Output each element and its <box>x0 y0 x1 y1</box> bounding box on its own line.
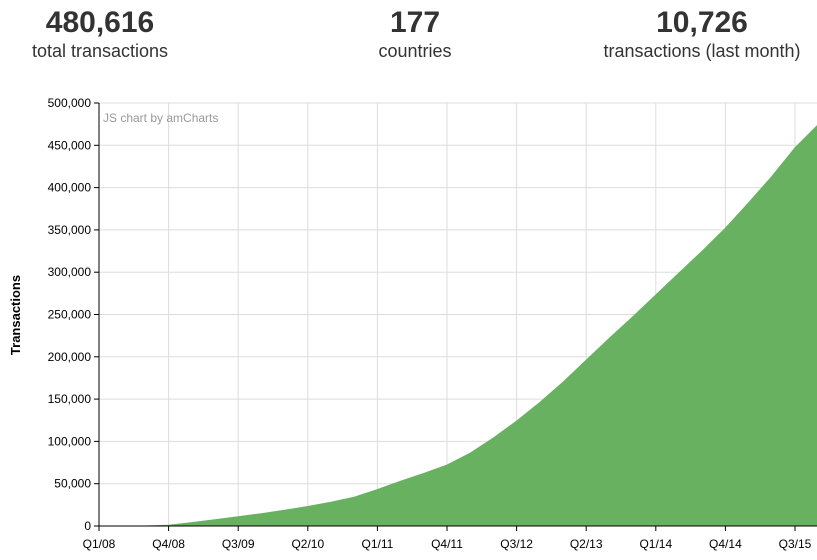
y-tick-label: 300,000 <box>48 265 92 279</box>
chart-axes <box>94 102 817 531</box>
y-axis-title: Transactions <box>8 275 23 355</box>
data-point <box>491 436 495 440</box>
stat-total-transactions: 480,616 total transactions <box>12 6 188 62</box>
stat-label: total transactions <box>31 41 169 61</box>
data-point <box>561 380 565 384</box>
chart-grid <box>99 102 817 527</box>
transactions-area-chart: 0 50,000 100,000 150,000 200,000 250,000 300,0… <box>8 96 817 551</box>
data-point <box>631 315 635 319</box>
data-point <box>793 146 797 150</box>
data-point <box>375 488 379 492</box>
data-point <box>584 358 588 362</box>
data-point <box>445 463 449 467</box>
stat-countries: 177 countries <box>340 6 490 62</box>
x-tick-label: Q4/08 <box>152 537 185 551</box>
stat-last-month: 10,726 transactions (last month) <box>590 6 814 62</box>
data-point <box>399 479 403 483</box>
y-tick-label: 500,000 <box>48 96 92 110</box>
area-series <box>99 125 817 527</box>
stat-label: countries <box>378 41 452 61</box>
data-point <box>213 518 217 522</box>
stat-value: 10,726 <box>656 6 748 39</box>
y-tick-label: 250,000 <box>48 308 92 322</box>
data-point <box>677 271 681 275</box>
x-tick-label: Q2/13 <box>570 537 603 551</box>
x-tick-label: Q4/11 <box>431 537 463 551</box>
data-point <box>329 500 333 504</box>
summary-stats: 480,616 total transactions 177 countries… <box>0 0 817 80</box>
data-point <box>723 226 727 230</box>
x-tick-label: Q4/14 <box>709 537 742 551</box>
x-tick-label: Q3/09 <box>222 537 255 551</box>
data-point <box>607 336 611 340</box>
data-point <box>259 512 263 516</box>
stat-value: 177 <box>389 6 441 39</box>
data-point <box>468 451 472 455</box>
data-point <box>515 419 519 423</box>
stat-value: 480,616 <box>45 6 155 39</box>
x-tick-label: Q1/11 <box>361 537 393 551</box>
data-point <box>700 249 704 253</box>
chart-credit[interactable]: JS chart by amCharts <box>103 111 218 125</box>
y-tick-label: 50,000 <box>54 477 91 491</box>
data-point <box>422 472 426 476</box>
y-tick-label: 200,000 <box>48 350 92 364</box>
data-point <box>654 293 658 297</box>
y-tick-label: 450,000 <box>48 138 92 152</box>
y-tick-label: 0 <box>84 519 91 533</box>
y-tick-label: 400,000 <box>48 181 92 195</box>
y-tick-label: 100,000 <box>48 434 92 448</box>
data-point <box>770 175 774 179</box>
data-point <box>538 401 542 405</box>
x-tick-label: Q2/10 <box>291 537 324 551</box>
y-tick-label: 350,000 <box>48 223 92 237</box>
tick-labels: 0 50,000 100,000 150,000 200,000 250,000 300,0… <box>48 96 812 551</box>
x-tick-label: Q3/12 <box>500 537 533 551</box>
y-tick-label: 150,000 <box>48 392 92 406</box>
transactions-area <box>99 125 817 527</box>
data-point <box>190 521 194 525</box>
data-point <box>236 515 240 519</box>
x-tick-label: Q1/08 <box>83 537 116 551</box>
x-tick-label: Q3/15 <box>779 537 812 551</box>
stat-label: transactions (last month) <box>603 41 801 61</box>
x-tick-label: Q1/14 <box>639 537 672 551</box>
data-point <box>352 495 356 499</box>
data-point <box>306 505 310 509</box>
data-point <box>747 201 751 205</box>
data-point <box>283 508 287 512</box>
